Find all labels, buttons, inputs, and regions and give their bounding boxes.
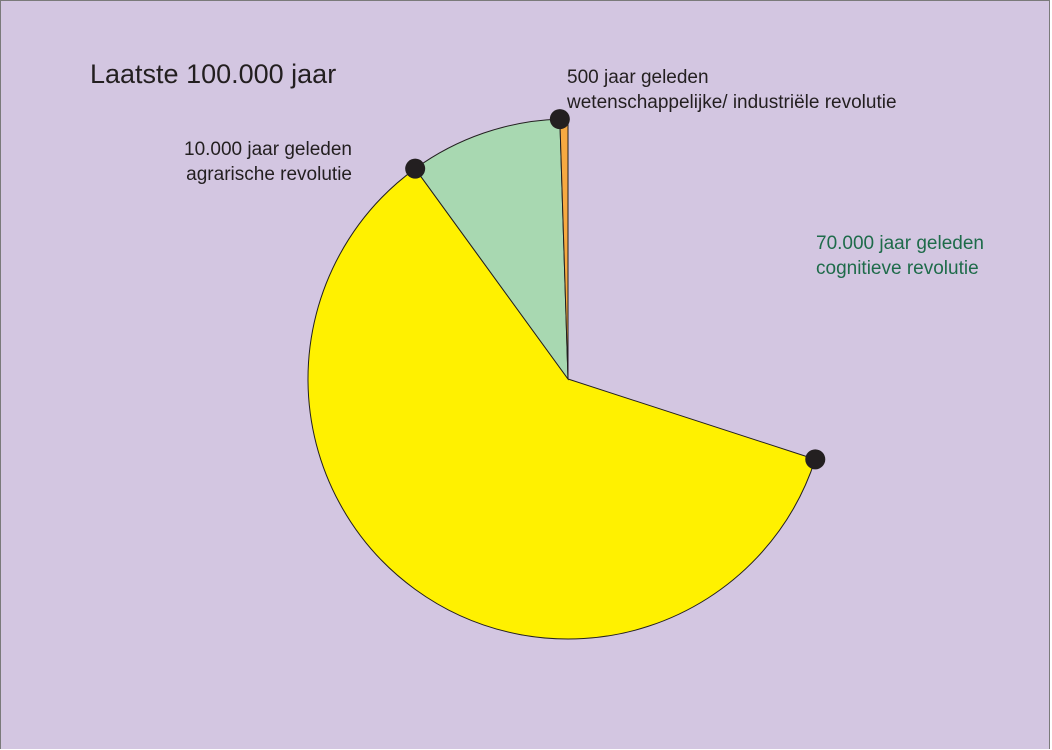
- diagram-title: Laatste 100.000 jaar: [90, 59, 337, 89]
- label-agrarian-years: 10.000 jaar geleden: [184, 139, 352, 160]
- label-agrarian-event: agrarische revolutie: [186, 164, 352, 185]
- label-scientific-event: wetenschappelijke/ industriële revolutie: [567, 92, 897, 113]
- event-marker-scientific: [549, 109, 570, 130]
- event-marker-agrarian: [405, 158, 426, 179]
- label-cognitive-revolution: 70.000 jaar geleden cognitieve revolutie: [816, 231, 984, 281]
- pie-slice-cognitive-to-agrarian: [307, 167, 816, 640]
- label-scientific-revolution: 500 jaar geleden wetenschappelijke/ indu…: [567, 65, 897, 115]
- label-agrarian-revolution: 10.000 jaar geleden agrarische revolutie: [184, 137, 352, 187]
- label-cognitive-event: cognitieve revolutie: [816, 258, 979, 279]
- event-marker-cognitive: [805, 449, 826, 470]
- label-scientific-years: 500 jaar geleden: [567, 67, 709, 88]
- label-cognitive-years: 70.000 jaar geleden: [816, 233, 984, 254]
